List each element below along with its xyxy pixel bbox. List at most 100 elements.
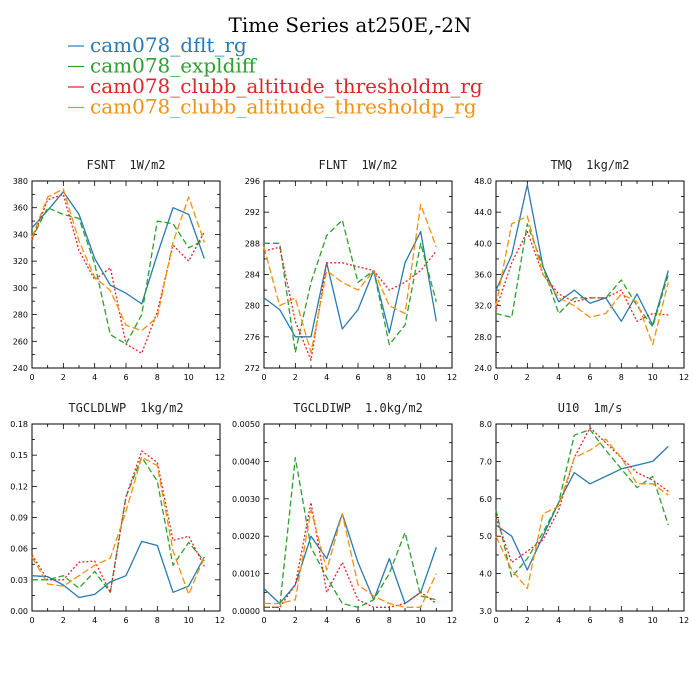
x-tick-label: 12 [679,616,689,625]
figure-title: Time Series at250E,-2N [229,13,472,37]
panel-unit: 1kg/m2 [586,158,629,172]
legend-label-2: cam078_clubb_altitude_thresholdm_rg [90,74,483,98]
x-tick-label: 0 [29,616,34,625]
series-line-cam078_clubb_altitude_thresholdm_rg [495,427,669,564]
panel-unit: 1W/m2 [361,158,397,172]
x-tick-label: 4 [324,616,329,625]
y-tick-label: 284 [245,271,260,280]
series-line-cam078_expldiff [264,219,437,354]
x-tick-label: 2 [293,373,298,382]
y-tick-label: 296 [245,177,260,186]
series-line-cam078_clubb_altitude_thresholdp_rg [263,203,437,354]
series-line-cam078_clubb_altitude_thresholdp_rg [495,215,669,346]
legend-label-3: cam078_clubb_altitude_thresholdp_rg [90,95,477,119]
panel-title: TGCLDLWP 1kg/m2 [68,401,183,415]
y-tick-label: 0.00 [10,607,28,616]
plot-frame [495,180,685,369]
y-tick-label: 40.0 [474,239,492,248]
y-tick-label: 24.0 [474,364,492,373]
y-tick-label: 0.12 [10,482,28,491]
series-line-cam078_dflt_rg [31,191,205,305]
x-tick-label: 0 [493,373,498,382]
x-tick-label: 0 [493,616,498,625]
x-tick-label: 4 [92,616,97,625]
panel-title: U10 1m/s [558,401,623,415]
panel-u10: U10 1m/s 0 2 4 6 8 10 12 3.0 4.0 5.0 6.0 7.0 8.0 [479,401,689,625]
x-tick-label: 8 [387,373,392,382]
y-tick-label: 5.0 [479,532,492,541]
x-tick-label: 10 [648,616,658,625]
x-tick-label: 2 [525,373,530,382]
x-tick-label: 2 [525,616,530,625]
x-tick-label: 4 [556,373,561,382]
y-tick-label: 7.0 [479,457,492,466]
series-line-cam078_clubb_altitude_thresholdm_rg [495,230,669,322]
x-tick-label: 12 [447,373,457,382]
series-line-cam078_expldiff [32,456,205,593]
x-tick-label: 8 [155,373,160,382]
panel-flnt: FLNT 1W/m2 0 2 4 6 8 10 12 272 276 280 284 288 292 296 [245,158,457,382]
x-tick-label: 8 [387,616,392,625]
series-line-cam078_clubb_altitude_thresholdp_rg [264,509,437,608]
series-line-cam078_clubb_altitude_thresholdm_rg [31,450,205,593]
y-tick-label: 260 [13,337,28,346]
series-line-cam078_clubb_altitude_thresholdm_rg [263,246,437,361]
series-line-cam078_clubb_altitude_thresholdp_rg [31,456,205,596]
plot-frame [495,423,685,612]
y-tick-label: 0.09 [10,514,28,523]
y-tick-label: 320 [13,257,28,266]
x-tick-label: 8 [619,373,624,382]
y-tick-label: 0.03 [10,576,28,585]
y-tick-label: 36.0 [474,271,492,280]
x-tick-label: 2 [293,616,298,625]
x-tick-label: 0 [261,373,266,382]
y-tick-label: 300 [13,284,28,293]
series-line-cam078_expldiff [495,428,669,578]
x-tick-label: 0 [261,616,266,625]
x-tick-label: 6 [587,373,592,382]
series-line-cam078_expldiff [31,207,205,345]
series-line-cam078_dflt_rg [495,445,669,571]
plot-frame [263,180,453,369]
y-tick-label: 0.0020 [232,532,260,541]
x-tick-label: 10 [648,373,658,382]
y-tick-label: 0.18 [10,420,28,429]
y-tick-label: 240 [13,364,28,373]
panel-title: TMQ 1kg/m2 [550,158,629,172]
y-tick-label: 4.0 [479,570,492,579]
x-tick-label: 10 [416,616,426,625]
panel-unit: 1.0kg/m2 [365,401,423,415]
y-tick-label: 0.0040 [232,457,260,466]
x-tick-label: 10 [416,373,426,382]
x-tick-label: 2 [61,616,66,625]
legend-label-1: cam078_expldiff [90,54,258,78]
panel-tmq: TMQ 1kg/m2 0 2 4 6 8 10 12 24.0 28.0 32.0 36.0 40.0 44… [474,158,689,382]
x-tick-label: 6 [123,616,128,625]
y-tick-label: 292 [245,208,260,217]
x-tick-label: 12 [215,616,225,625]
x-tick-label: 12 [215,373,225,382]
x-tick-label: 10 [184,373,194,382]
panel-variable: TMQ [550,158,572,172]
legend: cam078_dflt_rgcam078_expldiffcam078_club… [68,33,483,119]
panel-variable: FSNT [86,158,115,172]
y-tick-label: 288 [245,239,260,248]
y-tick-label: 0.0000 [232,607,260,616]
x-tick-label: 2 [61,373,66,382]
y-tick-label: 272 [245,364,260,373]
panel-title: FLNT 1W/m2 [318,158,397,172]
x-tick-label: 6 [587,616,592,625]
y-tick-label: 380 [13,177,28,186]
series-line-cam078_expldiff [264,457,437,608]
legend-label-0: cam078_dflt_rg [90,33,247,57]
x-tick-label: 12 [447,616,457,625]
y-tick-label: 28.0 [474,333,492,342]
x-tick-label: 6 [355,373,360,382]
panel-variable: TGCLDIWP [293,401,351,415]
series-line-cam078_clubb_altitude_thresholdp_rg [495,438,669,590]
x-tick-label: 4 [556,616,561,625]
y-tick-label: 0.06 [10,545,28,554]
x-tick-label: 0 [29,373,34,382]
panel-variable: TGCLDLWP [68,401,126,415]
